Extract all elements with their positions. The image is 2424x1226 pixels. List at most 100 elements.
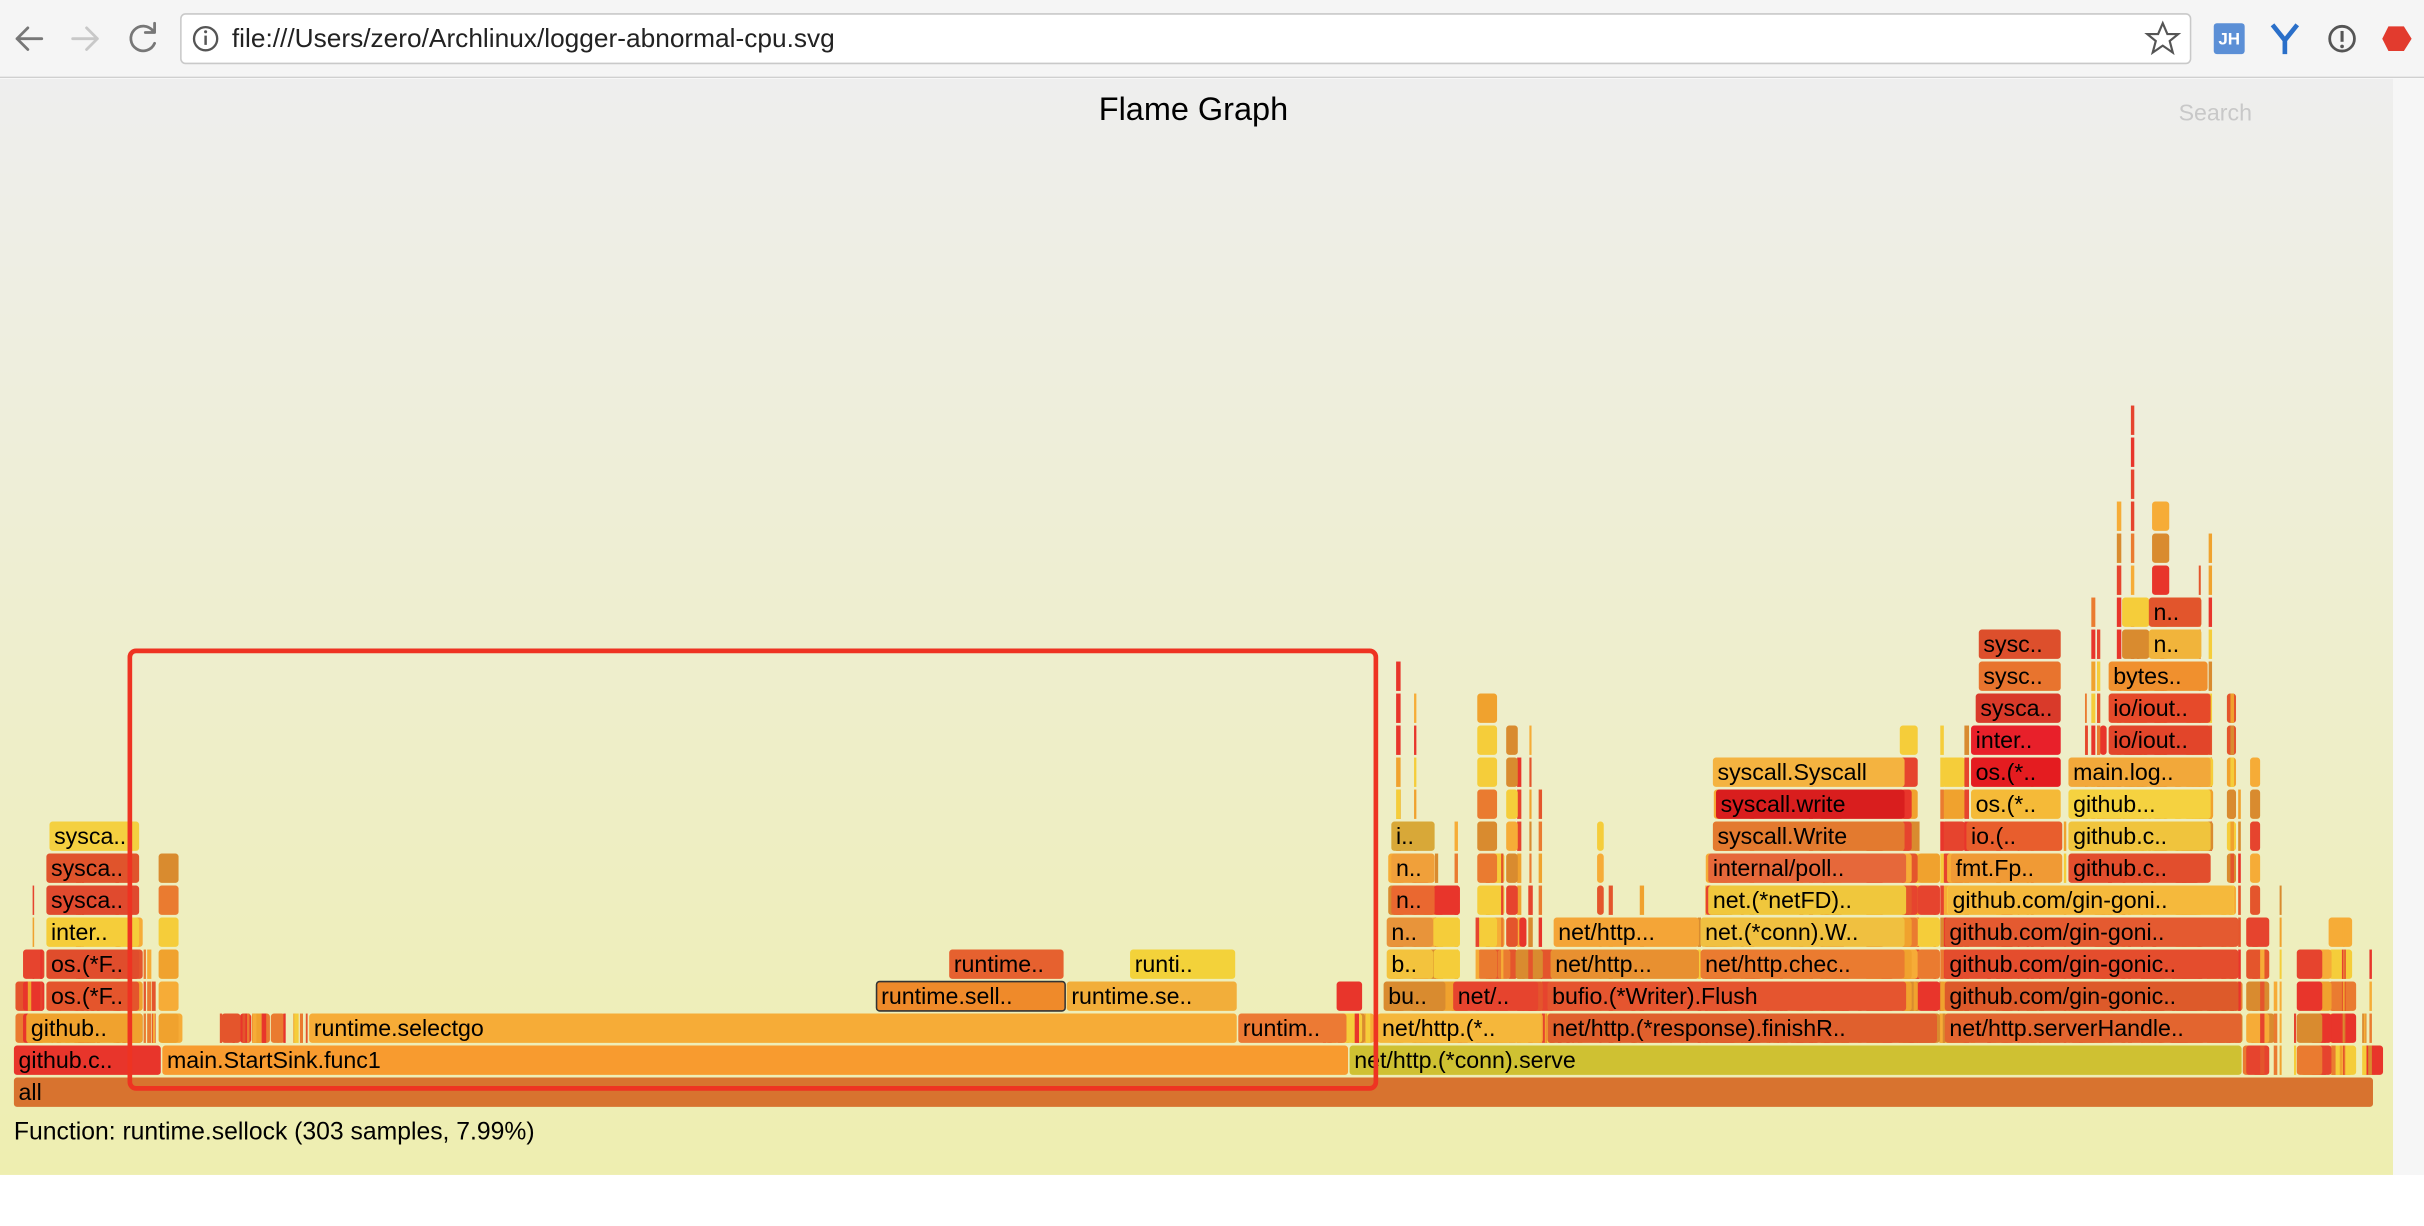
- minor-frame: [2250, 757, 2261, 787]
- minor-frame: [1941, 757, 1966, 787]
- frame: [46, 981, 140, 1011]
- frame: [1971, 725, 2061, 755]
- minor-frame: [1396, 725, 1401, 755]
- minor-frame: [2260, 1045, 2265, 1075]
- frame-label: runtime.selectgo: [314, 1015, 484, 1041]
- frame: [49, 821, 140, 851]
- minor-frame: [1396, 661, 1401, 691]
- minor-frame: [1414, 789, 1417, 819]
- minor-frame: [1899, 725, 1918, 755]
- minor-frame: [1475, 917, 1480, 947]
- extension-icon[interactable]: [2328, 24, 2356, 53]
- minor-frame: [1434, 853, 1439, 883]
- minor-frame: [2122, 597, 2150, 627]
- minor-frame: [2368, 1045, 2372, 1075]
- minor-frame: [1940, 789, 1944, 819]
- frame-label: io/iout..: [2113, 727, 2188, 753]
- minor-frame: [2328, 949, 2353, 979]
- url: file:///Users/zero/Archlinux/logger-abno…: [232, 23, 835, 53]
- minor-frame: [1538, 821, 1543, 851]
- minor-frame: [1433, 949, 1460, 979]
- minor-frame: [1529, 725, 1532, 755]
- frame: [1944, 981, 2239, 1011]
- minor-frame: [1519, 917, 1527, 947]
- frame: [1712, 757, 1905, 787]
- minor-frame: [143, 1013, 146, 1043]
- frame: [1712, 821, 1905, 851]
- frame-label: sysc..: [1983, 631, 2042, 657]
- minor-frame: [2116, 501, 2122, 531]
- frame-label: github.c..: [19, 1047, 113, 1073]
- frame-label: sysc..: [1983, 663, 2042, 689]
- minor-frame: [1517, 917, 1522, 947]
- minor-frame: [2342, 1045, 2345, 1075]
- minor-frame: [1501, 885, 1504, 915]
- minor-frame: [1917, 885, 1940, 915]
- minor-frame: [2363, 1045, 2366, 1075]
- minor-frame: [1529, 757, 1532, 787]
- minor-frame: [1477, 821, 1498, 851]
- frame: [1971, 757, 2061, 787]
- reload-button[interactable]: [129, 21, 156, 53]
- minor-frame: [1940, 757, 1944, 787]
- frame: [1971, 789, 2061, 819]
- minor-frame: [40, 949, 43, 979]
- minor-frame: [1639, 885, 1645, 915]
- search-button[interactable]: Search: [2179, 100, 2252, 126]
- minor-frame: [2116, 629, 2122, 659]
- frame: [2108, 725, 2211, 755]
- minor-frame: [2250, 885, 2261, 915]
- details: Function: runtime.sellock (303 samples, …: [14, 1119, 535, 1146]
- minor-frame: [1942, 1013, 1946, 1043]
- extension-icon[interactable]: [2382, 26, 2412, 52]
- minor-frame: [247, 1013, 250, 1043]
- minor-frame: [1517, 789, 1522, 819]
- minor-frame: [2085, 725, 2088, 755]
- minor-frame: [158, 885, 179, 915]
- address-bar[interactable]: [180, 13, 2192, 65]
- minor-frame: [1940, 981, 1944, 1011]
- extension-icon[interactable]: [2270, 23, 2300, 55]
- minor-frame: [1506, 725, 1518, 755]
- frame: [46, 885, 140, 915]
- minor-frame: [2208, 565, 2213, 595]
- minor-frame: [2116, 533, 2122, 563]
- minor-frame: [2091, 693, 2096, 723]
- minor-frame: [1697, 949, 1701, 979]
- frame: [1377, 1013, 1542, 1043]
- frame-label: net/..: [1458, 983, 1510, 1009]
- minor-frame: [2099, 725, 2107, 755]
- minor-frame: [1538, 789, 1543, 819]
- frame-label: n..: [2153, 631, 2179, 657]
- minor-frame: [2260, 981, 2265, 1011]
- frame: [2068, 821, 2211, 851]
- minor-frame: [2152, 533, 2170, 563]
- frame-label: os.(*..: [1976, 759, 2037, 785]
- bookmark-star[interactable]: [2144, 20, 2182, 56]
- minor-frame: [2342, 917, 2345, 947]
- minor-frame: [2342, 1013, 2345, 1043]
- minor-frame: [1501, 949, 1504, 979]
- frame-label: i..: [1396, 823, 1414, 849]
- frame: [1553, 917, 1699, 947]
- minor-frame: [1477, 853, 1498, 883]
- extension-jh[interactable]: [2213, 23, 2245, 55]
- frame-label: internal/poll..: [1713, 855, 1844, 881]
- minor-frame: [1964, 789, 1970, 819]
- minor-frame: [270, 1013, 285, 1043]
- minor-frame: [2122, 629, 2150, 659]
- minor-frame: [2342, 949, 2345, 979]
- minor-frame: [2116, 597, 2122, 627]
- minor-frame: [2279, 949, 2282, 979]
- frame: [1066, 981, 1237, 1011]
- minor-frame: [1396, 757, 1401, 787]
- minor-frame: [158, 949, 179, 979]
- forward-button[interactable]: [71, 26, 99, 51]
- back-button[interactable]: [15, 26, 44, 51]
- frame: [1391, 885, 1435, 915]
- frame-label: io/iout..: [2113, 695, 2188, 721]
- minor-frame: [252, 1013, 257, 1043]
- minor-frame: [1477, 757, 1498, 787]
- frame-label: main.log..: [2073, 759, 2173, 785]
- frame: [1700, 917, 1905, 947]
